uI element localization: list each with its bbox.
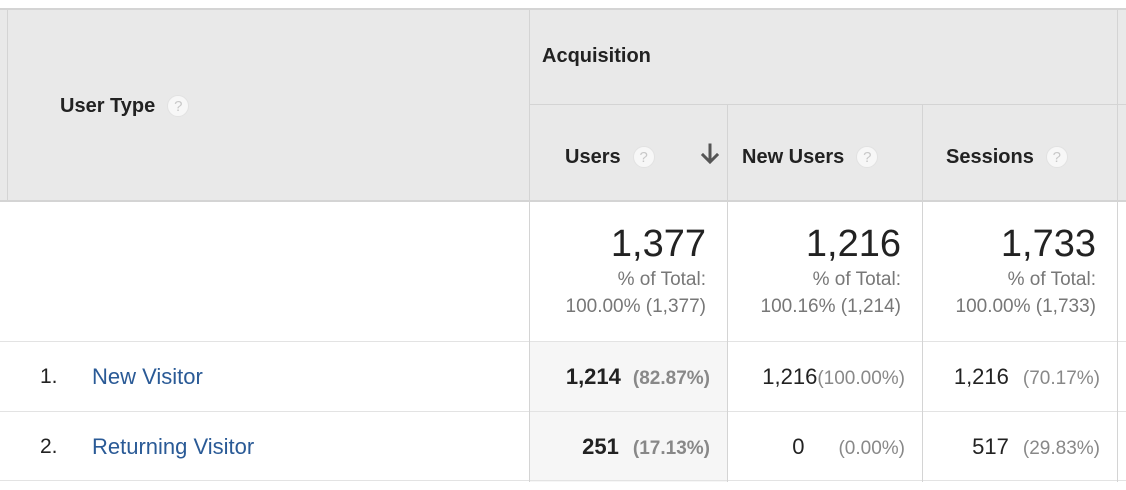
table-cell-sessions: 1,216 (70.17%) (923, 364, 1100, 390)
column-header-users[interactable]: Users ? (565, 143, 655, 171)
totals-sessions: 1,733 % of Total: 100.00% (1,733) (923, 222, 1097, 320)
total-pct-label: % of Total: (812, 269, 901, 290)
column-header-label: New Users (742, 145, 845, 168)
group-header-acquisition: Acquisition (542, 45, 651, 67)
cell-value: 0 (792, 434, 805, 459)
column-header-new-users[interactable]: New Users ? (742, 143, 879, 171)
dimension-header-label: User Type (60, 94, 156, 117)
active-sort-column-bg (530, 342, 727, 482)
column-header-label: Sessions (946, 145, 1034, 168)
row-link-returning-visitor[interactable]: Returning Visitor (92, 434, 255, 459)
help-icon[interactable]: ? (856, 146, 879, 168)
totals-new-users: 1,216 % of Total: 100.16% (1,214) (728, 222, 902, 320)
total-pct-detail: 100.00% (1,733) (955, 296, 1097, 317)
total-pct-detail: 100.16% (1,214) (760, 296, 902, 317)
table-cell-users: 1,214 (82.87%) (530, 364, 710, 390)
cell-pct: (17.13%) (632, 438, 710, 459)
help-icon[interactable]: ? (167, 95, 190, 117)
row-number: 1. (40, 365, 58, 388)
cell-value: 517 (972, 434, 1009, 459)
column-header-label: Users (565, 145, 621, 168)
table-cell-sessions: 517 (29.83%) (923, 434, 1100, 460)
help-icon[interactable]: ? (632, 146, 655, 168)
row-number: 2. (40, 435, 58, 458)
total-value: 1,733 (1000, 223, 1096, 265)
column-header-sessions[interactable]: Sessions ? (946, 143, 1068, 171)
help-icon[interactable]: ? (1045, 146, 1068, 168)
row-link-new-visitor[interactable]: New Visitor (92, 364, 203, 389)
cell-pct: (70.17%) (1022, 368, 1100, 389)
cell-pct: (29.83%) (1022, 438, 1100, 459)
cell-value: 251 (582, 434, 619, 459)
totals-users: 1,377 % of Total: 100.00% (1,377) (530, 222, 707, 320)
total-pct-label: % of Total: (1007, 269, 1096, 290)
total-pct-detail: 100.00% (1,377) (565, 296, 707, 317)
arrow-down-icon[interactable] (698, 142, 722, 166)
cell-pct: (0.00%) (838, 438, 905, 459)
cell-pct: (100.00%) (817, 368, 905, 389)
total-value: 1,377 (610, 223, 706, 265)
cell-value: 1,216 (953, 364, 1009, 389)
total-pct-label: % of Total: (617, 269, 706, 290)
total-value: 1,216 (805, 223, 901, 265)
cell-pct: (82.87%) (632, 368, 710, 389)
cell-value: 1,216 (762, 364, 818, 389)
table-cell-users: 251 (17.13%) (530, 434, 710, 460)
cell-value: 1,214 (565, 364, 621, 389)
dimension-header[interactable]: User Type ? (60, 92, 190, 120)
table-cell-new-users: 0 (0.00%) (728, 434, 905, 460)
table-cell-new-users: 1,216 (100.00%) (728, 364, 905, 390)
